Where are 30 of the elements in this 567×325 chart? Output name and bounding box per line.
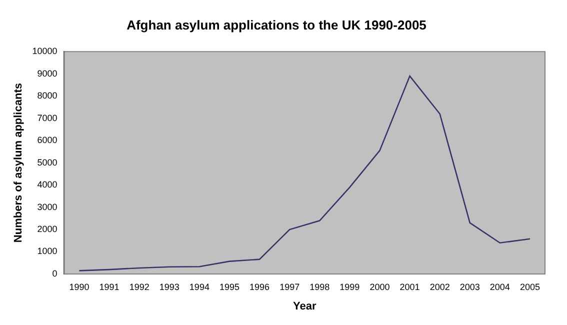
x-tick-label: 1991 [99, 282, 120, 292]
x-tick-label: 2002 [430, 282, 450, 292]
y-axis-title: Numbers of asylum applicants [12, 83, 25, 243]
x-tick-label: 2005 [520, 282, 540, 292]
y-tick-label: 0 [52, 268, 58, 278]
x-tick-label: 1998 [310, 282, 330, 292]
y-tick-label: 8000 [37, 90, 58, 101]
y-tick-label: 3000 [37, 202, 58, 212]
x-tick-label: 1996 [250, 282, 270, 292]
x-tick-label: 2001 [400, 282, 420, 292]
y-tick-label: 10000 [32, 46, 58, 56]
x-tick-label: 2000 [370, 282, 390, 292]
y-tick-label: 7000 [37, 112, 58, 123]
x-tick-label: 1997 [280, 282, 300, 292]
y-tick-label: 6000 [37, 135, 58, 146]
y-tick-label: 9000 [37, 68, 58, 78]
x-tick-label: 1999 [340, 282, 360, 292]
x-tick-label: 1995 [219, 282, 240, 292]
y-tick-label: 4000 [37, 180, 58, 190]
chart-title: Afghan asylum applications to the UK 1990-2005 [126, 17, 426, 32]
x-axis-title: Year [292, 300, 317, 312]
y-tick-label: 1000 [37, 246, 58, 256]
y-tick-label: 5000 [37, 157, 58, 168]
x-tick-label: 1990 [69, 282, 90, 292]
x-tick-label: 1994 [189, 282, 210, 292]
y-tick-label: 2000 [37, 224, 58, 234]
x-tick-label: 1993 [159, 282, 180, 292]
x-tick-label: 2004 [490, 282, 510, 292]
x-tick-label: 1992 [129, 282, 150, 292]
x-tick-label: 2003 [460, 282, 480, 292]
